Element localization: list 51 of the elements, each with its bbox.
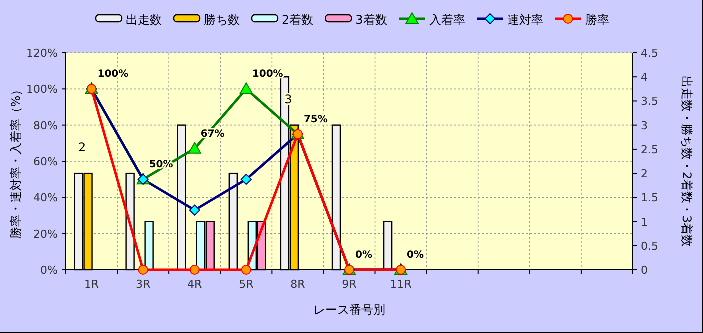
bar xyxy=(177,124,186,271)
x-tick-label: 9R xyxy=(342,278,358,291)
y-tick-label: 80% xyxy=(34,119,58,132)
y2-axis-title: 出走数・勝ち数・2着数・3着数 xyxy=(680,76,694,248)
y2-tick-label: 4 xyxy=(641,71,648,84)
y-tick-label: 20% xyxy=(34,228,58,241)
point xyxy=(241,265,252,275)
y-tick-label: 0% xyxy=(40,264,58,277)
y-tick-label: 60% xyxy=(34,156,58,168)
bar xyxy=(383,221,393,271)
legend-label: 勝ち数 xyxy=(204,13,240,27)
x-tick-label: 11R xyxy=(390,278,412,291)
data-label: 100% xyxy=(252,69,284,80)
x-tick-label: 3R xyxy=(136,278,151,291)
y2-tick-label: 2.5 xyxy=(641,143,658,156)
y-axis-title: 勝率・連対率・入着率（%） xyxy=(9,84,23,240)
data-label: 100% xyxy=(98,69,129,80)
bar xyxy=(144,221,154,271)
legend-label: 3着数 xyxy=(356,13,388,27)
y2-tick-label: 4.5 xyxy=(641,47,658,60)
legend-label: 連対率 xyxy=(507,13,544,27)
point xyxy=(240,82,253,94)
y2-tick-label: 1.5 xyxy=(641,192,658,205)
point xyxy=(189,204,200,216)
y-tick-label: 40% xyxy=(34,192,58,205)
y-tick-label: 100% xyxy=(26,83,58,96)
point xyxy=(138,265,148,275)
data-label: 2 xyxy=(78,140,86,155)
y-tick-label: 120% xyxy=(26,47,58,60)
legend-label: 2着数 xyxy=(282,13,314,27)
point xyxy=(188,142,202,154)
y2-tick-label: 2 xyxy=(641,168,648,181)
x-tick-label: 1R xyxy=(84,278,100,291)
y2-tick-label: 0.5 xyxy=(641,240,658,253)
x-tick-label: 4R xyxy=(188,278,203,291)
x-axis-title: レース番号別 xyxy=(314,303,386,317)
y2-tick-label: 1 xyxy=(641,216,648,229)
legend-label: 出走数 xyxy=(126,13,162,27)
x-tick-label: 5R xyxy=(239,278,254,291)
y2-tick-label: 0 xyxy=(641,264,648,277)
data-label: 0% xyxy=(407,250,424,261)
point xyxy=(240,174,252,186)
bar xyxy=(228,172,238,271)
x-tick-label: 8R xyxy=(290,278,306,291)
data-label: 0% xyxy=(356,250,372,261)
point xyxy=(190,265,200,275)
y2-tick-label: 3.5 xyxy=(641,95,658,108)
data-label: 75% xyxy=(304,114,328,126)
legend-label: 勝率 xyxy=(585,13,610,27)
legend-label: 入着率 xyxy=(429,13,466,27)
y2-tick-label: 3 xyxy=(641,119,648,132)
